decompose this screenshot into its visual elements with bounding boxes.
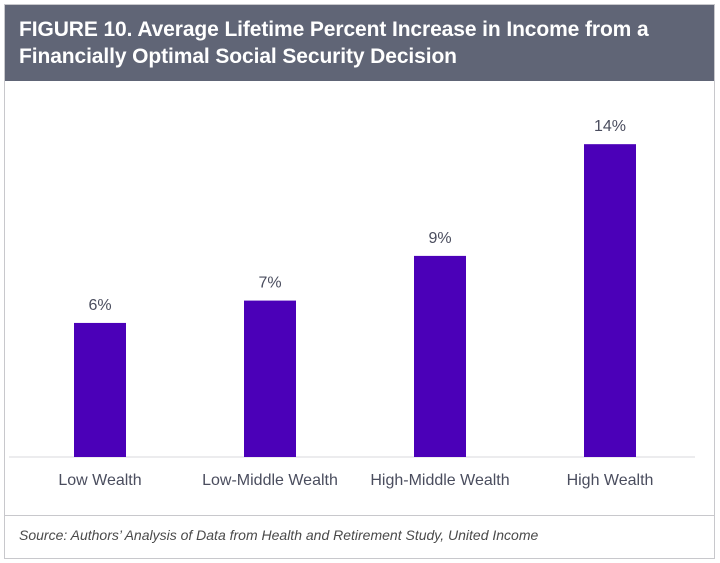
category-label-2: Low-Middle Wealth [202,472,338,489]
figure-title-line-2: Financially Optimal Social Security Deci… [19,45,457,68]
source-note: Source: Authors’ Analysis of Data from H… [19,527,539,543]
bar-2 [244,300,296,457]
bar-value-label-4: 14% [594,118,626,135]
figure-header: FIGURE 10. Average Lifetime Percent Incr… [5,5,714,81]
category-label-3: High-Middle Wealth [370,472,509,489]
figure-container: FIGURE 10. Average Lifetime Percent Incr… [4,4,715,559]
category-label-4: High Wealth [567,472,654,489]
figure-title-line-1: FIGURE 10. Average Lifetime Percent Incr… [19,18,649,41]
category-label-1: Low Wealth [58,472,141,489]
bar-chart: 6% Low Wealth 7% Low-Middle Wealth 9% High-Mi… [9,118,695,489]
bar-value-label-2: 7% [258,275,281,292]
bar-3 [414,255,466,457]
bar-4 [584,144,636,457]
footer-divider [5,515,714,516]
bar-1 [74,322,126,457]
chart-area: 6% Low Wealth 7% Low-Middle Wealth 9% High-Mi… [5,81,714,501]
bar-value-label-3: 9% [428,230,451,247]
bar-value-label-1: 6% [88,297,111,314]
